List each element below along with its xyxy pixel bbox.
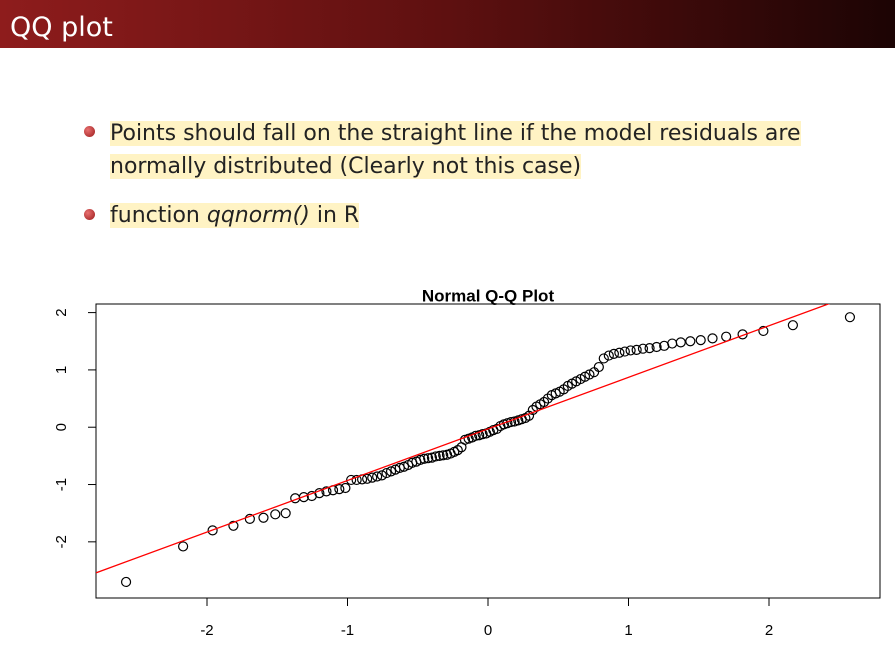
y-tick-label: 2 [53,308,70,316]
point [244,513,255,525]
point [372,471,383,482]
point [527,404,538,416]
point [362,473,373,484]
point [340,482,351,494]
point [434,450,445,461]
y-tick-label: 0 [53,423,70,431]
point [651,341,662,353]
point [685,336,696,347]
point [228,520,239,531]
point [477,428,488,440]
y-tick-label: 1 [53,366,70,374]
point [584,369,595,380]
bullet-dot [84,126,95,137]
reference-line [96,304,831,574]
point [120,576,132,588]
point [430,451,441,462]
point [385,466,397,477]
point [631,344,642,355]
code-name: qqnorm() [206,203,310,228]
point [675,337,686,348]
point [452,445,463,456]
bullet-text: in R [316,203,360,228]
point [351,474,362,486]
point [625,345,636,356]
point [637,343,649,354]
point [334,484,345,495]
point [844,312,856,323]
point [614,347,625,358]
x-tick-label: -1 [341,622,354,639]
point [298,492,309,503]
point [376,470,388,481]
x-tick-label: 0 [484,622,492,639]
y-tick-label: -1 [53,478,70,491]
point [707,333,718,344]
header-bar: QQ plot [0,0,895,48]
point [619,346,630,357]
point [644,343,655,354]
point [270,509,281,520]
bullet: Points should fall on the straight line … [110,117,870,183]
clip-group [96,304,831,574]
plot-box [95,303,881,599]
point [258,512,269,523]
x-tick-label: 1 [624,622,632,639]
point [538,396,550,408]
point [608,348,619,359]
bullet-text: function [110,203,200,228]
y-tick-label: -2 [53,535,70,548]
point [695,335,706,346]
point [321,486,332,497]
x-tick-label: 2 [765,622,773,639]
point [381,467,392,479]
point [787,320,798,331]
point [280,508,291,519]
point [603,350,614,361]
point [419,453,430,464]
bullet: function qqnorm() in R [110,199,870,232]
chart-title: Normal Q-Q Plot [422,286,555,305]
point [367,472,378,483]
point [415,454,426,465]
bullet-dot [84,209,95,220]
point [491,423,502,435]
point [438,450,449,461]
bullet-part: function qqnorm() in R [110,203,360,228]
x-tick-label: -2 [200,622,213,639]
point [423,453,434,464]
point [207,525,218,536]
point [667,338,678,349]
point [346,474,357,486]
point [178,541,189,552]
point [758,325,769,337]
point [598,353,609,364]
point [593,361,604,373]
slide-title: QQ plot [10,12,113,43]
